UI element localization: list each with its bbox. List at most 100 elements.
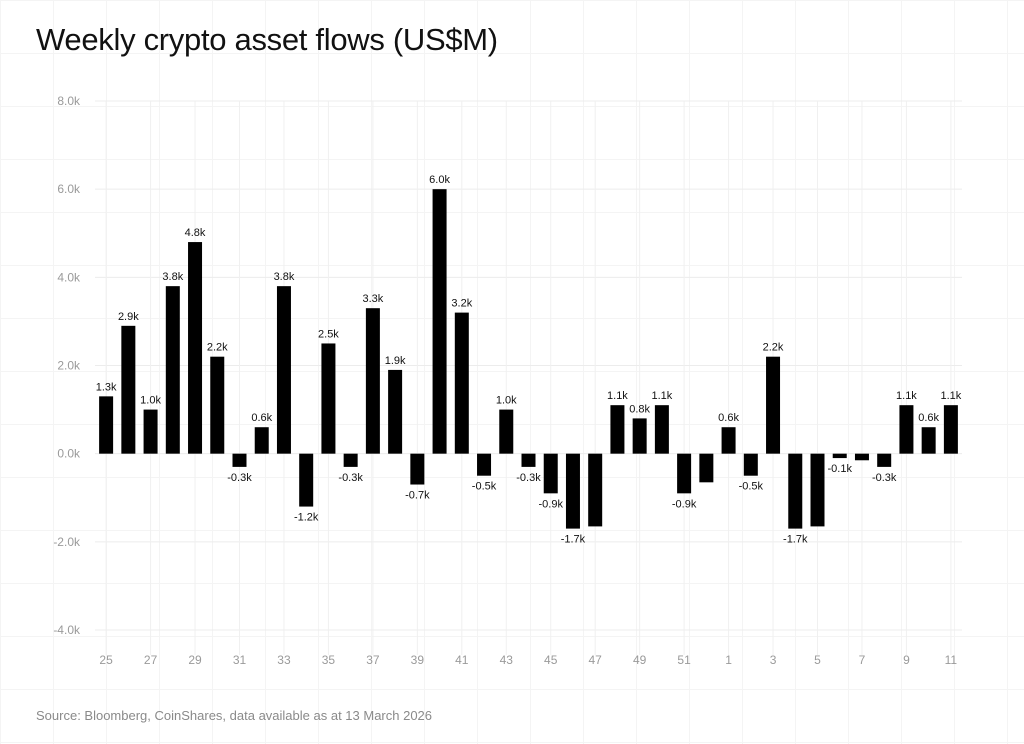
x-tick-label: 49 — [633, 653, 647, 667]
data-label: -1.2k — [294, 512, 319, 524]
data-label: -0.3k — [227, 472, 252, 484]
bar-week-3 — [766, 356, 781, 454]
data-label: 6.0k — [429, 174, 450, 186]
bar-week-8 — [877, 453, 892, 467]
bar-week-35 — [321, 343, 336, 454]
data-label: 1.3k — [96, 381, 117, 393]
bar-week-40 — [432, 189, 447, 454]
data-label: 1.1k — [651, 390, 672, 402]
data-label: 1.9k — [385, 355, 406, 367]
bar-week-33 — [276, 286, 291, 454]
data-label: 1.1k — [940, 390, 961, 402]
x-tick-label: 35 — [322, 653, 336, 667]
x-tick-label: 33 — [277, 653, 291, 667]
data-label: 1.1k — [607, 390, 628, 402]
x-tick-label: 1 — [725, 653, 732, 667]
bar-week-48 — [610, 405, 625, 454]
data-label: 0.6k — [251, 412, 272, 424]
data-label: 0.6k — [718, 412, 739, 424]
bar-week-39 — [410, 453, 425, 485]
data-label: 0.8k — [629, 403, 650, 415]
bar-week-51 — [677, 453, 692, 494]
data-label: -1.7k — [783, 534, 808, 546]
x-tick-label: 37 — [366, 653, 380, 667]
data-label: -0.5k — [739, 481, 764, 493]
y-tick-label: -2.0k — [53, 535, 81, 549]
bar-week-30 — [210, 356, 225, 454]
x-tick-label: 51 — [677, 653, 691, 667]
data-label: -0.1k — [827, 463, 852, 475]
bar-week-41 — [454, 312, 469, 454]
bar-week-11 — [943, 405, 958, 454]
data-label: -0.3k — [338, 472, 363, 484]
bar-week-9 — [899, 405, 914, 454]
data-label: 3.3k — [362, 293, 383, 305]
bar-week-44 — [521, 453, 536, 467]
bar-week-47 — [588, 453, 603, 527]
y-tick-label: -4.0k — [53, 623, 81, 637]
data-label: -1.7k — [561, 534, 586, 546]
x-tick-label: 25 — [99, 653, 113, 667]
bar-week-2 — [743, 453, 758, 476]
x-tick-label: 29 — [188, 653, 202, 667]
data-label: 1.0k — [140, 395, 161, 407]
data-label: -0.9k — [672, 498, 697, 510]
bar-week-36 — [343, 453, 358, 467]
data-label: 2.2k — [207, 342, 228, 354]
bar-week-27 — [143, 409, 158, 454]
bar-week-34 — [299, 453, 314, 507]
x-tick-label: 9 — [903, 653, 910, 667]
chart-title: Weekly crypto asset flows (US$M) — [36, 22, 498, 57]
bar-week-1 — [721, 427, 736, 454]
bar-week-7 — [854, 453, 869, 461]
bar-week-32 — [254, 427, 269, 454]
data-label: 3.2k — [451, 298, 472, 310]
bar-week-42 — [477, 453, 492, 476]
x-tick-label: 39 — [411, 653, 425, 667]
bar-week-43 — [499, 409, 514, 454]
data-label: -0.3k — [872, 472, 897, 484]
data-label: -0.9k — [538, 498, 563, 510]
x-tick-label: 45 — [544, 653, 558, 667]
x-tick-label: 7 — [859, 653, 866, 667]
bar-week-25 — [99, 396, 114, 454]
bar-week-52 — [699, 453, 714, 483]
bar-week-49 — [632, 418, 647, 454]
bar-week-38 — [388, 369, 403, 454]
x-tick-label: 41 — [455, 653, 469, 667]
bar-week-50 — [654, 405, 669, 454]
data-label: 2.5k — [318, 328, 339, 340]
bar-week-29 — [188, 242, 203, 454]
bar-week-4 — [788, 453, 803, 529]
x-tick-label: 11 — [945, 653, 958, 667]
bar-week-46 — [565, 453, 580, 529]
data-label: 3.8k — [274, 271, 295, 283]
bar-week-31 — [232, 453, 247, 467]
bar-week-10 — [921, 427, 936, 454]
bar-week-45 — [543, 453, 558, 494]
y-tick-label: 6.0k — [57, 182, 81, 196]
x-tick-label: 43 — [500, 653, 514, 667]
data-label: -0.5k — [472, 481, 497, 493]
y-tick-label: 4.0k — [57, 270, 81, 284]
data-label: 0.6k — [918, 412, 939, 424]
x-tick-label: 31 — [233, 653, 247, 667]
data-label: -0.3k — [516, 472, 541, 484]
data-label: 4.8k — [185, 227, 206, 239]
data-label: -0.7k — [405, 490, 430, 502]
data-label: 3.8k — [162, 271, 183, 283]
y-tick-label: 0.0k — [57, 447, 81, 461]
x-tick-label: 47 — [589, 653, 603, 667]
y-tick-label: 8.0k — [57, 94, 81, 108]
x-tick-label: 3 — [770, 653, 777, 667]
bar-week-37 — [365, 308, 380, 454]
data-label: 2.2k — [763, 342, 784, 354]
bar-week-6 — [832, 453, 847, 459]
source-note: Source: Bloomberg, CoinShares, data avai… — [36, 708, 433, 723]
bar-week-26 — [121, 325, 136, 454]
x-tick-label: 27 — [144, 653, 158, 667]
data-label: 1.0k — [496, 395, 517, 407]
x-tick-label: 5 — [814, 653, 821, 667]
bar-week-28 — [165, 286, 180, 454]
